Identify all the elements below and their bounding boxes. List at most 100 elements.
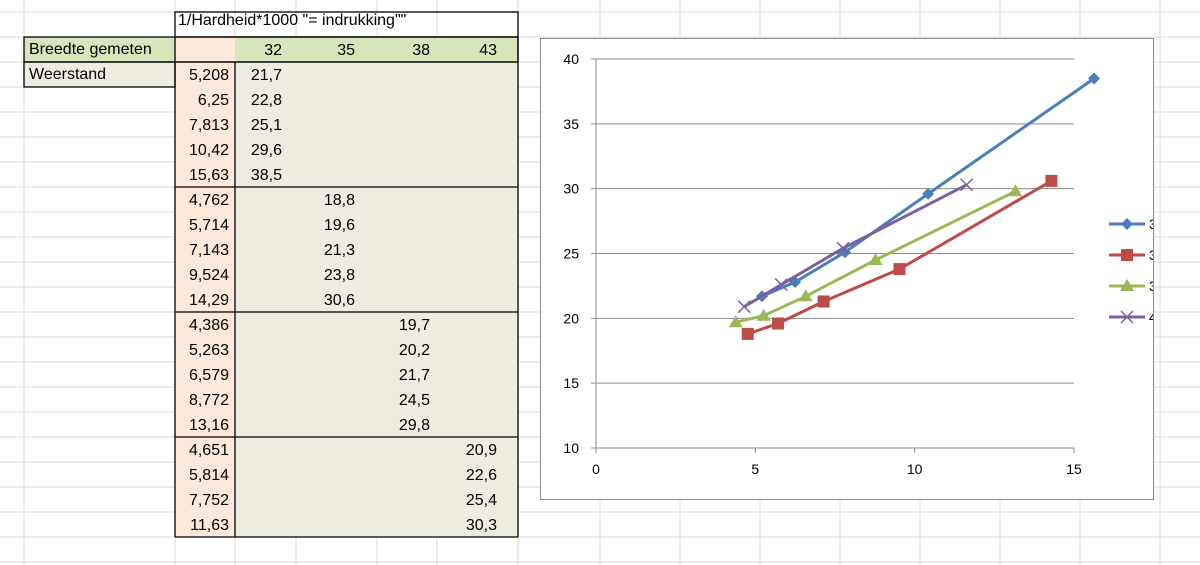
y-value-cell[interactable]: 21,7	[399, 367, 430, 384]
x-value-cell[interactable]: 14,29	[189, 292, 229, 309]
cell-texts: 1/Hardheid*1000 "= indrukking"" Breedte …	[29, 12, 497, 534]
legend-item-38[interactable]: 38	[1109, 278, 1165, 294]
row-label-breedte[interactable]: Breedte gemeten	[29, 41, 152, 58]
table-title[interactable]: 1/Hardheid*1000 "= indrukking""	[178, 12, 406, 29]
cell-borders	[23, 11, 519, 538]
series-43[interactable]	[737, 178, 974, 314]
column-header[interactable]: 38	[412, 42, 430, 59]
legend-label: 35	[1149, 247, 1153, 263]
legend-marker	[1121, 249, 1133, 261]
y-value-cell[interactable]: 30,3	[466, 517, 497, 534]
data-point-35	[741, 327, 754, 340]
column-header[interactable]: 35	[337, 42, 355, 59]
data-point-43	[774, 278, 788, 292]
chart[interactable]: 10 15 20 25 30 35 40 0 5 10 15 32 35 38 43	[540, 38, 1165, 500]
series-35[interactable]	[741, 174, 1058, 340]
data-point-35	[772, 317, 785, 330]
y-value-cell[interactable]: 29,6	[251, 142, 282, 159]
x-value-cell[interactable]: 7,813	[189, 117, 229, 134]
data-point-32	[838, 246, 851, 259]
x-value-cell[interactable]: 10,42	[189, 142, 229, 159]
header-label-fill	[24, 37, 175, 62]
chart-legend: 32 35 38 43	[1109, 216, 1165, 325]
y-tick-label: 30	[563, 181, 579, 197]
x-value-cell[interactable]: 8,772	[189, 392, 229, 409]
data-point-38	[868, 252, 883, 265]
legend-marker	[1120, 279, 1134, 291]
data-point-38	[756, 308, 771, 321]
column-header[interactable]: 43	[479, 42, 497, 59]
y-value-cell[interactable]: 18,8	[324, 192, 355, 209]
y-value-cell[interactable]: 21,3	[324, 242, 355, 259]
y-value-cell[interactable]: 22,8	[251, 92, 282, 109]
cell-fills	[24, 37, 518, 537]
x-value-cell[interactable]: 6,579	[189, 367, 229, 384]
y-tick-label: 20	[563, 310, 579, 326]
y-value-cell[interactable]: 20,9	[466, 442, 497, 459]
legend-marker	[1120, 310, 1134, 324]
x-tick-label: 15	[1066, 461, 1082, 477]
header-columns-fill	[235, 37, 518, 62]
y-value-cell[interactable]: 25,4	[466, 492, 497, 509]
series-line-32	[761, 77, 1095, 298]
x-tick-label: 0	[592, 461, 600, 477]
x-value-cell[interactable]: 7,143	[189, 242, 229, 259]
y-tick-label: 35	[563, 116, 579, 132]
data-point-32	[922, 187, 935, 200]
legend-label: 32	[1149, 216, 1153, 232]
weerstand-label-fill	[24, 62, 175, 87]
y-value-cell[interactable]: 19,6	[324, 217, 355, 234]
y-value-cell[interactable]: 21,7	[251, 67, 282, 84]
data-point-35	[893, 263, 906, 276]
legend-label: 38	[1149, 278, 1153, 294]
series-line-43	[743, 183, 968, 308]
y-value-cell[interactable]: 25,1	[251, 117, 282, 134]
x-value-cell[interactable]: 9,524	[189, 267, 229, 284]
y-value-cell[interactable]: 38,5	[251, 167, 282, 184]
y-tick-label: 15	[563, 375, 579, 391]
column-header[interactable]: 32	[264, 42, 282, 59]
data-point-43	[836, 241, 850, 255]
legend-marker	[1121, 218, 1133, 230]
x-value-cell[interactable]: 7,752	[189, 492, 229, 509]
chart-axes	[595, 59, 1075, 453]
x-value-cell[interactable]: 5,714	[189, 217, 229, 234]
series-line-35	[747, 179, 1053, 336]
x-value-cell[interactable]: 5,208	[189, 67, 229, 84]
legend-item-43[interactable]: 43	[1109, 309, 1165, 325]
data-point-43	[960, 178, 974, 192]
x-tick-label: 5	[751, 461, 759, 477]
legend-item-35[interactable]: 35	[1109, 247, 1165, 263]
data-point-35	[1045, 174, 1058, 187]
x-tick-label: 10	[907, 461, 923, 477]
data-point-38	[798, 289, 813, 302]
y-value-cell[interactable]: 30,6	[324, 292, 355, 309]
x-value-cell[interactable]: 5,814	[189, 467, 229, 484]
y-tick-label: 40	[563, 51, 579, 67]
x-value-cell[interactable]: 13,16	[189, 417, 229, 434]
data-point-32	[1088, 72, 1101, 85]
data-point-38	[728, 315, 743, 328]
x-value-cell[interactable]: 4,386	[189, 317, 229, 334]
data-point-38	[1008, 184, 1023, 197]
y-value-cell[interactable]: 29,8	[399, 417, 430, 434]
x-value-cell[interactable]: 4,762	[189, 192, 229, 209]
y-value-cell[interactable]: 20,2	[399, 342, 430, 359]
y-value-cell[interactable]: 22,6	[466, 467, 497, 484]
y-value-cell[interactable]: 23,8	[324, 267, 355, 284]
x-value-cell[interactable]: 4,651	[189, 442, 229, 459]
x-value-cell[interactable]: 5,263	[189, 342, 229, 359]
x-value-cell[interactable]: 6,25	[198, 92, 229, 109]
legend-item-32[interactable]: 32	[1109, 216, 1165, 232]
series-38[interactable]	[728, 184, 1023, 328]
y-value-cell[interactable]: 19,7	[399, 317, 430, 334]
x-value-cell[interactable]: 11,63	[190, 517, 229, 534]
legend-label: 43	[1149, 309, 1153, 325]
values-fill	[235, 62, 518, 537]
y-value-cell[interactable]: 24,5	[399, 392, 430, 409]
y-tick-label: 25	[563, 246, 579, 262]
row-label-weerstand[interactable]: Weerstand	[29, 66, 106, 83]
x-value-cell[interactable]: 15,63	[189, 167, 229, 184]
data-point-43	[737, 300, 751, 314]
chart-svg: 10 15 20 25 30 35 40 0 5 10 15 32 35 38 43	[563, 51, 1165, 477]
